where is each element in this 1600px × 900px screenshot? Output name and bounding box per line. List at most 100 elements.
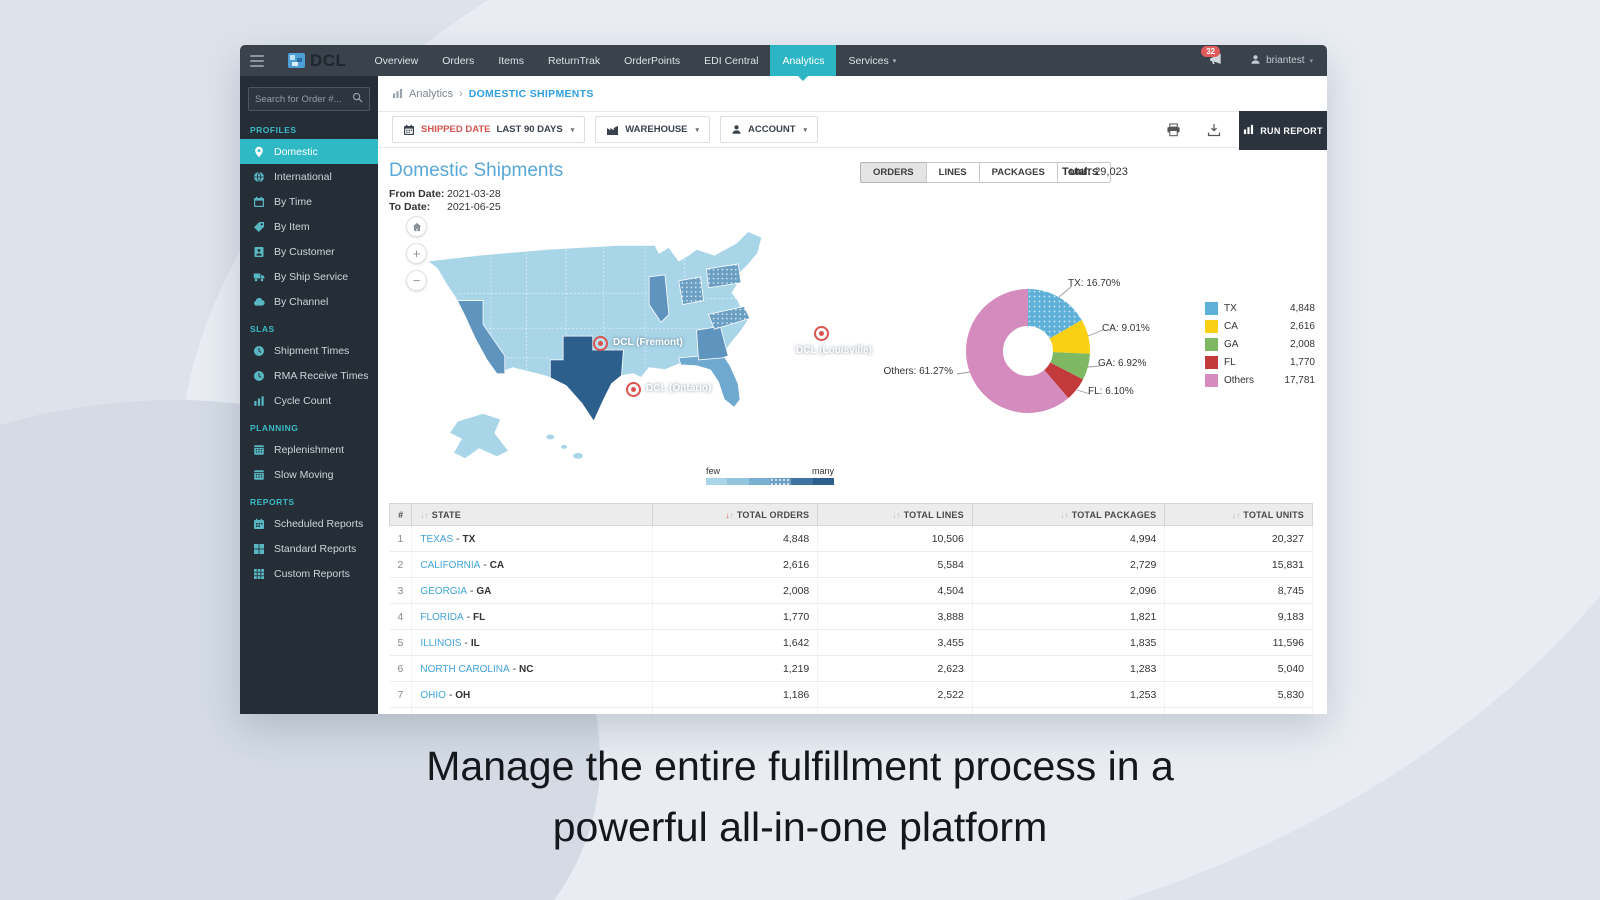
user-icon [1250, 54, 1261, 68]
run-report-button[interactable]: RUN REPORT [1239, 111, 1327, 150]
legend-row-tx[interactable]: TX 4,848 [1205, 299, 1315, 317]
state-link[interactable]: ILLINOIS [420, 637, 462, 649]
shipped-date-filter[interactable]: SHIPPED DATE LAST 90 DAYS ▾ [392, 116, 586, 143]
sort-icon[interactable]: ↓ ↑ [1231, 510, 1241, 520]
sidebar-item-by-time[interactable]: By Time [240, 189, 378, 214]
sidebar-item-replenishment[interactable]: Replenishment [240, 437, 378, 462]
breadcrumb-root[interactable]: Analytics [409, 87, 454, 100]
sidebar-item-custom-reports[interactable]: Custom Reports [240, 561, 378, 586]
sort-icon[interactable]: ↓ ↑ [420, 510, 429, 520]
donut-label-fl: FL: 6.10% [1088, 386, 1134, 397]
nav-item-orderpoints[interactable]: OrderPoints [624, 54, 681, 67]
column-header-total-orders[interactable]: ↓ ↑ TOTAL ORDERS [651, 503, 819, 526]
map-marker-dcl-ontario-[interactable] [626, 382, 641, 397]
sidebar-item-scheduled-reports[interactable]: Scheduled Reports [240, 511, 378, 536]
sidebar-item-shipment-times[interactable]: Shipment Times [240, 338, 378, 363]
user-menu[interactable]: briantest ▾ [1250, 54, 1313, 68]
hamburger-menu-icon[interactable] [240, 45, 274, 76]
nav-item-overview[interactable]: Overview [374, 54, 419, 67]
nav-item-returntrak[interactable]: ReturnTrak [547, 54, 601, 67]
app-window: DCL Overview Orders Items ReturnTrak OrderPo… [240, 45, 1327, 714]
map-marker-dcl-fremont-[interactable] [593, 336, 608, 351]
value-cell: 9,183 [1164, 603, 1313, 630]
sidebar-item-international[interactable]: International [240, 164, 378, 189]
account-label: ACCOUNT [748, 124, 796, 135]
row-number: 7 [389, 681, 413, 708]
total-value: 29,023 [1094, 166, 1128, 178]
map-zoom-in-button[interactable]: + [406, 243, 427, 264]
download-button[interactable] [1207, 123, 1221, 137]
search-icon[interactable] [352, 90, 363, 108]
nav-item-items[interactable]: Items [498, 54, 524, 67]
hawaii [546, 434, 583, 459]
sidebar-section-slas: SLAs [250, 324, 275, 334]
tab-lines[interactable]: LINES [925, 162, 980, 183]
legend-row-ga[interactable]: GA 2,008 [1205, 335, 1315, 353]
nav-item-edi-central[interactable]: EDI Central [704, 54, 759, 67]
column-header-total-packages[interactable]: ↓ ↑ TOTAL PACKAGES [971, 503, 1166, 526]
nav-item-services[interactable]: Services ▾ [848, 54, 897, 67]
map-marker-dcl-louisville-[interactable] [814, 326, 829, 341]
sidebar-item-by-item[interactable]: By Item [240, 214, 378, 239]
donut-slice-others[interactable] [966, 289, 1090, 413]
search-input[interactable] [255, 93, 352, 105]
state-cell: CALIFORNIA - CA [411, 551, 653, 578]
value-cell: 4,994 [972, 525, 1166, 552]
from-date-value: 2021-03-28 [447, 188, 501, 200]
column-header-state[interactable]: ↓ ↑ STATE [411, 503, 653, 526]
nav-item-analytics[interactable]: Analytics [770, 45, 837, 81]
state-link[interactable]: CALIFORNIA [420, 559, 481, 571]
sidebar-item-by-customer[interactable]: By Customer [240, 239, 378, 264]
sidebar-item-label: Cycle Count [274, 394, 332, 407]
calendar-icon [403, 124, 415, 136]
legend-row-fl[interactable]: FL 1,770 [1205, 353, 1315, 371]
person-icon [731, 124, 742, 135]
caption-line-1: Manage the entire fulfillment process in… [426, 743, 1174, 789]
state-abbr: GA [476, 585, 492, 597]
value-cell: 1,283 [972, 655, 1166, 682]
order-search[interactable] [248, 87, 370, 111]
map-home-button[interactable] [406, 216, 427, 237]
sort-icon[interactable]: ↓ ↑ [892, 510, 901, 520]
tab-packages[interactable]: PACKAGES [978, 162, 1058, 183]
notifications-button[interactable]: 32 [1201, 45, 1228, 70]
column-header-total-units[interactable]: ↓ ↑ TOTAL UNITS [1164, 503, 1313, 526]
table-row-north-carolina: 6 NORTH CAROLINA - NC 1,219 2,623 1,283 5,040 [389, 655, 1313, 682]
donut-slice-ca[interactable] [966, 289, 1090, 413]
nav-item-orders[interactable]: Orders [442, 54, 475, 67]
column-header-total-lines[interactable]: ↓ ↑ TOTAL LINES [817, 503, 973, 526]
us-choropleth-map[interactable] [400, 208, 835, 493]
state-link[interactable]: OHIO [420, 689, 446, 701]
map-zoom-out-button[interactable]: − [406, 270, 427, 291]
gridcal-icon [253, 444, 265, 456]
warehouse-filter[interactable]: WAREHOUSE ▾ [595, 116, 711, 143]
sidebar-item-by-ship-service[interactable]: By Ship Service [240, 264, 378, 289]
legend-row-others[interactable]: Others 17,781 [1205, 371, 1315, 389]
marketing-caption: Manage the entire fulfillment process in… [0, 736, 1600, 858]
tab-orders[interactable]: ORDERS [860, 162, 927, 183]
sidebar-item-standard-reports[interactable]: Standard Reports [240, 536, 378, 561]
tab-units[interactable]: UNITS [1056, 162, 1112, 183]
sidebar-item-by-channel[interactable]: By Channel [240, 289, 378, 314]
chevron-down-icon: ▾ [892, 57, 897, 65]
print-button[interactable] [1166, 122, 1181, 137]
dcl-logo[interactable]: DCL [274, 45, 362, 76]
state-link[interactable]: GEORGIA [420, 585, 468, 597]
sidebar-item-cycle-count[interactable]: Cycle Count [240, 388, 378, 413]
account-filter[interactable]: ACCOUNT ▾ [720, 116, 819, 143]
legend-row-ca[interactable]: CA 2,616 [1205, 317, 1315, 335]
state-link[interactable]: TEXAS [420, 533, 454, 545]
sidebar-item-domestic[interactable]: Domestic [240, 139, 378, 164]
state-shipments-table: # ↓ ↑ STATE ↓ ↑ TOTAL ORDERS ↓ ↑ TOTAL LINES ↓ ↑ TOT… [388, 503, 1313, 714]
state-cell: NEW JERSEY - NJ [411, 707, 653, 714]
sort-icon[interactable]: ↓ ↑ [1060, 510, 1069, 520]
row-number: 3 [389, 577, 413, 604]
donut-chart[interactable] [860, 270, 1180, 445]
sort-icon[interactable]: ↓ ↑ [725, 510, 734, 520]
state-link[interactable]: FLORIDA [420, 611, 464, 623]
state-link[interactable]: NORTH CAROLINA [420, 663, 510, 675]
sidebar-item-rma-receive-times[interactable]: RMA Receive Times [240, 363, 378, 388]
shipped-date-value: LAST 90 DAYS [496, 124, 563, 135]
gridcal-icon [253, 469, 265, 481]
sidebar-item-slow-moving[interactable]: Slow Moving [240, 462, 378, 487]
